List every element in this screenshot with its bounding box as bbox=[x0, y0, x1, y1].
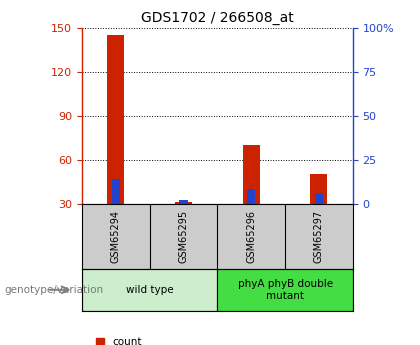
Bar bbox=[310, 174, 328, 204]
Text: genotype/variation: genotype/variation bbox=[4, 285, 103, 295]
Bar bbox=[179, 200, 188, 204]
Text: GSM65297: GSM65297 bbox=[314, 210, 324, 263]
Text: wild type: wild type bbox=[126, 285, 173, 295]
Bar bbox=[107, 35, 124, 204]
Title: GDS1702 / 266508_at: GDS1702 / 266508_at bbox=[141, 11, 294, 25]
Bar bbox=[218, 269, 353, 310]
Bar bbox=[82, 269, 218, 310]
Bar bbox=[112, 179, 120, 204]
Bar bbox=[315, 193, 323, 204]
Bar bbox=[243, 145, 260, 204]
Text: phyA phyB double
mutant: phyA phyB double mutant bbox=[238, 279, 333, 300]
Text: GSM65295: GSM65295 bbox=[178, 210, 189, 263]
Legend: count, percentile rank within the sample: count, percentile rank within the sample bbox=[95, 337, 288, 345]
Text: GSM65294: GSM65294 bbox=[111, 210, 121, 263]
Bar bbox=[247, 189, 255, 204]
Bar bbox=[175, 202, 192, 204]
Text: GSM65296: GSM65296 bbox=[246, 210, 256, 263]
